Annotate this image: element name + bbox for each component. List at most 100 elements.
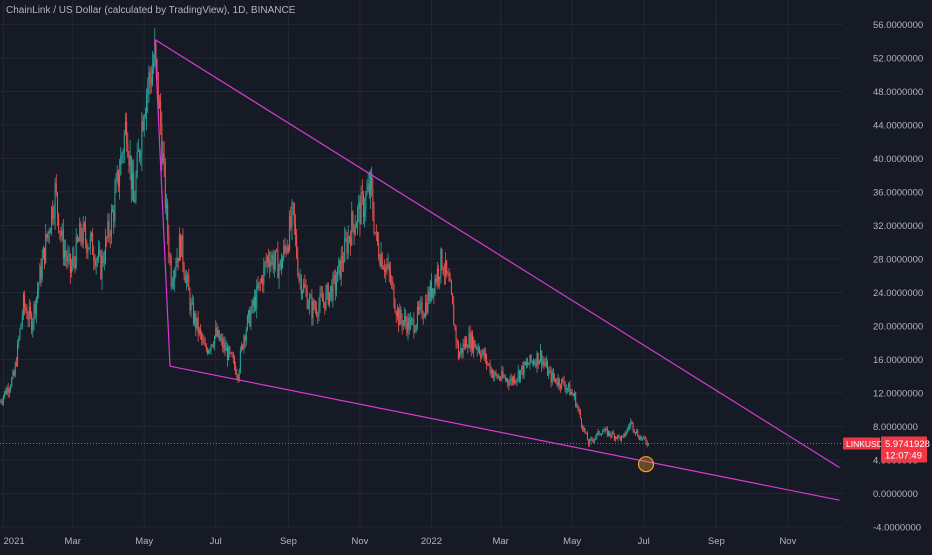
candle-body [184, 275, 186, 283]
candle-body [170, 258, 172, 287]
candle-body [142, 121, 144, 131]
candle-body [160, 101, 162, 126]
candle-body [547, 361, 549, 376]
candle-body [67, 255, 69, 262]
candle-body [600, 433, 602, 435]
price-axis[interactable]: 56.0000000 52.0000000 48.0000000 44.0000000… [843, 0, 932, 550]
trendlines[interactable] [0, 38, 843, 501]
candle-body [387, 263, 389, 268]
candle-body [137, 150, 139, 152]
candle-body [162, 153, 164, 164]
candle-body [443, 273, 445, 275]
candle-body [405, 315, 407, 323]
candle-body [406, 322, 408, 333]
candle-body [298, 275, 300, 280]
candle-body [488, 363, 490, 365]
candle-body [215, 327, 217, 336]
candle-body [575, 393, 577, 407]
candle-body [564, 385, 566, 390]
candle-body [72, 256, 74, 266]
x-tick-label: Jul [210, 536, 222, 547]
candle-body [102, 255, 104, 264]
candle-body [388, 263, 390, 272]
candle-body [37, 290, 39, 298]
candle-body [15, 363, 17, 366]
candle-body [269, 260, 271, 268]
candle-body [197, 317, 199, 334]
candle-body [231, 352, 233, 357]
candle-body [207, 349, 209, 354]
candle-body [7, 388, 9, 393]
candle-body [105, 237, 107, 262]
candle-body [304, 283, 306, 288]
candle-body [97, 250, 99, 259]
candle-body [103, 261, 105, 264]
candle-body [456, 341, 458, 343]
candle-body [133, 172, 135, 203]
candle-body [576, 405, 578, 407]
x-tick-label: May [135, 536, 153, 547]
candle-body [462, 343, 464, 354]
candle-body [538, 360, 540, 365]
candle-body [119, 174, 121, 187]
candle-body [385, 266, 387, 273]
candle-body [609, 431, 611, 435]
candle-body [303, 283, 305, 292]
candle-body [430, 281, 432, 298]
candle-body [637, 430, 639, 437]
candle-body [619, 436, 621, 441]
candle-body [595, 437, 597, 439]
candle-body [68, 253, 70, 256]
candle-body [581, 418, 583, 426]
candle-body [332, 275, 334, 301]
candle-body [284, 245, 286, 248]
candle-body [153, 62, 155, 70]
candle-body [464, 339, 466, 348]
candle-body [293, 203, 295, 224]
candle-body [225, 347, 227, 352]
candle-body [19, 328, 21, 339]
candle-body [257, 285, 259, 289]
candle-body [164, 162, 166, 209]
candle-body [392, 281, 394, 285]
candle-body [446, 260, 448, 274]
candle-body [472, 333, 474, 352]
candle-body [484, 354, 486, 359]
candle-body [638, 436, 640, 440]
candle-body [521, 365, 523, 371]
candle-body [27, 317, 29, 320]
candle-body [236, 373, 238, 376]
candle-body [368, 183, 370, 195]
candle-body [112, 210, 114, 212]
candle-body [249, 310, 251, 327]
candle-body [208, 350, 210, 354]
candle-body [325, 291, 327, 310]
price-axis-bg [843, 0, 932, 550]
trendline-connector [154, 39, 171, 367]
candle-body [222, 338, 224, 349]
candle-body [395, 312, 397, 316]
candle-body [143, 116, 145, 131]
y-tick-label: 20.0000000 [873, 321, 923, 332]
candle-body [99, 250, 101, 252]
candle-body [324, 301, 326, 310]
candle-body [445, 260, 447, 275]
candle-body [508, 382, 510, 386]
candle-body [110, 211, 112, 237]
candle-body [469, 332, 471, 350]
candle-body [523, 361, 525, 375]
candle-body [502, 371, 504, 378]
candle-body [92, 233, 94, 255]
y-tick-label: 16.0000000 [873, 355, 923, 366]
candle-body [413, 319, 415, 333]
candle-body [453, 304, 455, 326]
candle-body [278, 266, 280, 279]
time-axis[interactable]: 2021 Mar May Jul Sep Nov 2022 Mar May Jul Sep Nov [4, 536, 797, 547]
candle-body [243, 336, 245, 349]
candle-body [120, 156, 122, 175]
candle-body [253, 296, 255, 307]
candle-body [382, 268, 384, 270]
candle-body [86, 241, 88, 253]
